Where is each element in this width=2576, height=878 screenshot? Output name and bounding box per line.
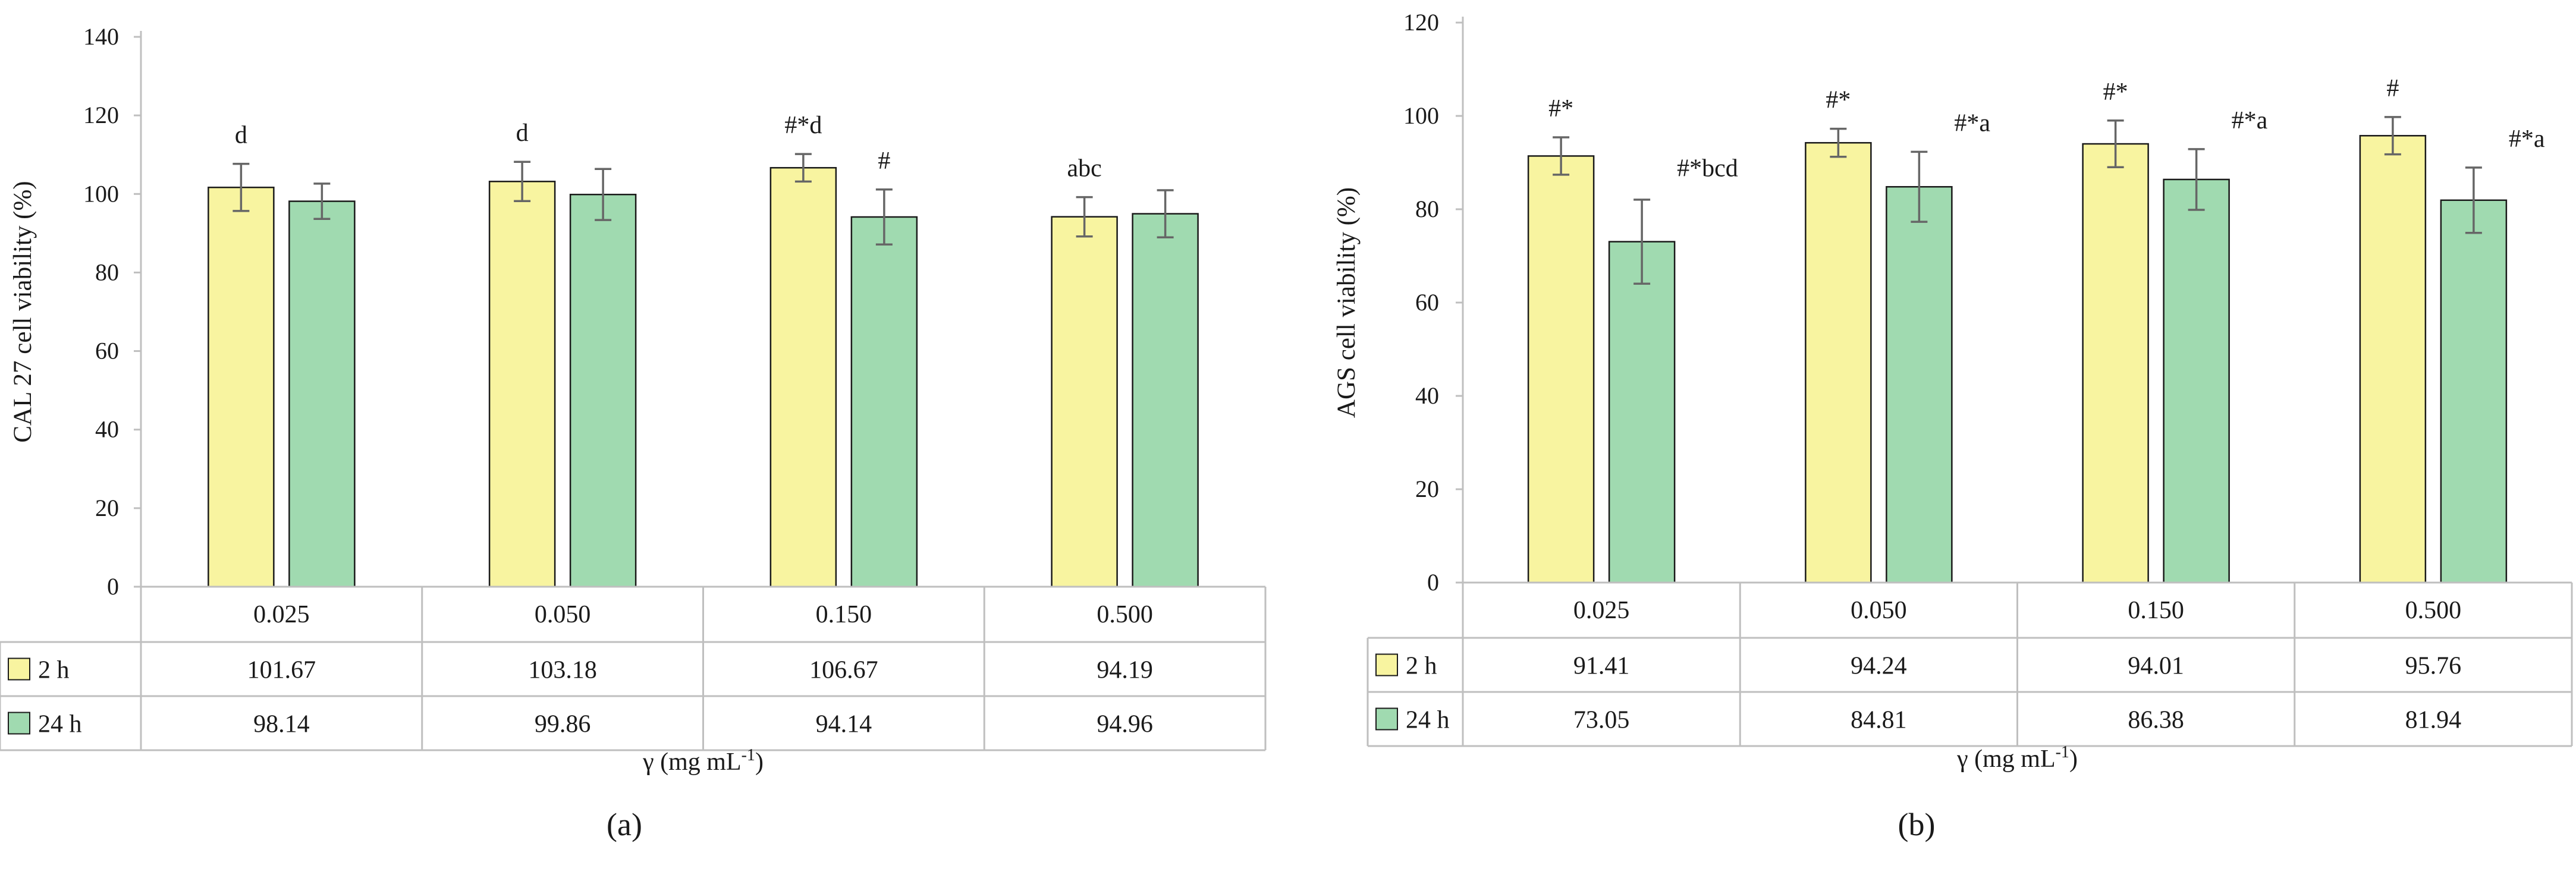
category-label: 0.025 <box>253 601 310 628</box>
bar-24h <box>569 193 637 588</box>
y-axis-title: CAL 27 cell viability (%) <box>9 181 37 442</box>
category-label: 0.050 <box>1851 597 1907 624</box>
bar-24h <box>288 200 356 588</box>
data-table-value: 94.14 <box>816 711 872 738</box>
data-table-value: 95.76 <box>2405 653 2462 680</box>
category-label: 0.500 <box>2405 597 2462 624</box>
data-table-value: 103.18 <box>528 657 597 684</box>
significance-label: abc <box>1067 155 1101 182</box>
data-table-value: 91.41 <box>1573 653 1630 680</box>
data-table-value: 73.05 <box>1573 707 1630 734</box>
y-tick-label: 80 <box>1415 196 1439 222</box>
legend-swatch-2h <box>8 657 30 681</box>
y-tick-label: 60 <box>1415 289 1439 316</box>
bar-2h <box>1051 216 1118 588</box>
significance-label: d <box>516 119 529 147</box>
y-tick-label: 100 <box>83 180 119 207</box>
significance-label: #*a <box>2232 107 2268 134</box>
y-axis-title: AGS cell viability (%) <box>1333 187 1361 418</box>
data-table-value: 84.81 <box>1851 707 1907 734</box>
bar-2h <box>2359 135 2427 584</box>
category-label: 0.050 <box>535 601 591 628</box>
bar-24h <box>2440 199 2508 584</box>
significance-label: #*a <box>1954 109 1990 137</box>
bar-2h <box>769 166 837 588</box>
panel-label: (b) <box>1898 807 1936 842</box>
bar-24h <box>1132 213 1199 588</box>
y-tick-label: 40 <box>95 416 119 443</box>
legend-swatch-24h <box>8 712 30 735</box>
significance-label: #* <box>1826 87 1851 114</box>
category-label: 0.500 <box>1097 601 1153 628</box>
legend-swatch-2h <box>1375 653 1398 676</box>
significance-label: #*d <box>784 112 822 139</box>
y-tick-label: 100 <box>1403 102 1439 129</box>
bar-24h <box>2163 178 2230 584</box>
y-tick-label: 20 <box>1415 476 1439 502</box>
panel-label: (a) <box>607 807 642 842</box>
significance-label: #*bcd <box>1677 155 1738 182</box>
category-label: 0.150 <box>816 601 872 628</box>
y-tick-label: 140 <box>83 23 119 50</box>
bar-2h <box>2082 143 2149 584</box>
legend-label: 24 h <box>38 711 82 738</box>
y-tick-label: 0 <box>107 573 119 600</box>
category-label: 0.025 <box>1573 597 1630 624</box>
data-table-value: 81.94 <box>2405 707 2462 734</box>
y-tick-label: 60 <box>95 338 119 364</box>
legend-label: 2 h <box>38 657 70 684</box>
bar-2h <box>488 181 556 588</box>
significance-label: #* <box>2103 78 2128 106</box>
legend-label: 2 h <box>1406 653 1437 680</box>
bar-24h <box>850 216 918 588</box>
significance-label: # <box>2386 75 2399 102</box>
y-tick-label: 120 <box>83 102 119 128</box>
y-tick-label: 20 <box>95 495 119 521</box>
data-table-value: 94.01 <box>2128 653 2184 680</box>
y-tick-label: 120 <box>1403 9 1439 36</box>
bar-24h <box>1886 185 1953 584</box>
significance-label: # <box>878 147 890 175</box>
legend-swatch-24h <box>1375 707 1398 731</box>
y-tick-label: 0 <box>1427 569 1439 596</box>
bar-2h <box>1527 155 1595 584</box>
data-table-value: 94.24 <box>1851 653 1907 680</box>
significance-label: #* <box>1548 95 1573 122</box>
data-table-value: 94.96 <box>1097 711 1153 738</box>
category-label: 0.150 <box>2128 597 2184 624</box>
legend-label: 24 h <box>1406 707 1450 734</box>
data-table-value: 98.14 <box>253 711 310 738</box>
data-table-value: 99.86 <box>535 711 591 738</box>
x-axis-title: γ (mg mL-1) <box>1956 743 2078 773</box>
bar-24h <box>1608 241 1676 584</box>
data-table-value: 94.19 <box>1097 657 1153 684</box>
bar-2h <box>208 187 275 588</box>
data-table-value: 101.67 <box>247 657 316 684</box>
y-tick-label: 40 <box>1415 382 1439 409</box>
y-tick-label: 80 <box>95 259 119 285</box>
significance-label: #*a <box>2509 125 2545 153</box>
data-table-value: 86.38 <box>2128 707 2184 734</box>
data-table-value: 106.67 <box>809 657 878 684</box>
significance-label: d <box>235 122 247 149</box>
x-axis-title: γ (mg mL-1) <box>642 746 764 776</box>
bar-2h <box>1805 141 1872 584</box>
